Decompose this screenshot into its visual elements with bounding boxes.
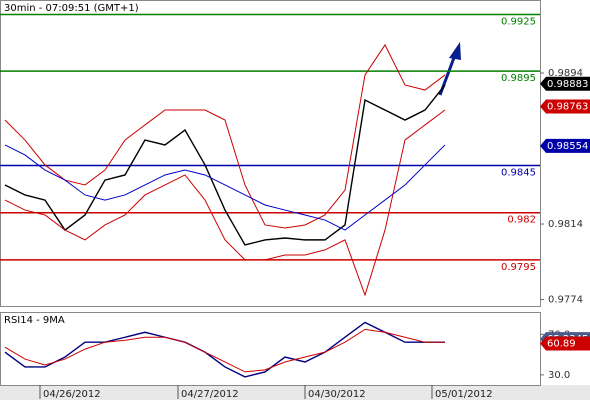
rsi-frame [0, 312, 541, 386]
x-tick-label: 04/30/2012 [308, 389, 366, 400]
level-label: 0.9795 [501, 262, 536, 273]
price-badge [540, 99, 590, 114]
level-label: 0.9895 [501, 73, 536, 84]
series-line [4, 328, 445, 373]
main-frame [0, 0, 541, 307]
price-badge-label: 0.98883 [547, 79, 588, 90]
level-label: 0.9845 [501, 168, 536, 179]
chart-title: 30min - 07:09:51 (GMT+1) [4, 3, 139, 14]
y-tick-label: 30.0 [548, 370, 570, 381]
price-badge-label: 60.89 [547, 339, 576, 350]
y-tick-label: 0.9774 [548, 295, 583, 306]
series-line [4, 109, 446, 297]
price-badge [540, 336, 590, 351]
series-line [4, 84, 446, 246]
price-badge [540, 138, 590, 153]
date-strip [0, 385, 590, 400]
y-tick-label: 0.9814 [548, 219, 583, 230]
price-badge-label: 0.98554 [547, 141, 588, 152]
series-line [4, 43, 446, 229]
x-tick-label: 05/01/2012 [435, 389, 493, 400]
x-tick-label: 04/26/2012 [43, 389, 101, 400]
price-badge [540, 76, 590, 91]
series-line [4, 144, 446, 231]
rsi-title: RSI14 - 9MA [4, 315, 65, 326]
x-tick-label: 04/27/2012 [181, 389, 239, 400]
price-badge-label: 0.98763 [547, 101, 588, 112]
arrow-head [449, 42, 461, 60]
series-line [4, 321, 445, 378]
y-tick-label: 0.9894 [548, 68, 583, 79]
level-label: 0.982 [507, 215, 536, 226]
level-label: 0.9925 [501, 17, 536, 28]
